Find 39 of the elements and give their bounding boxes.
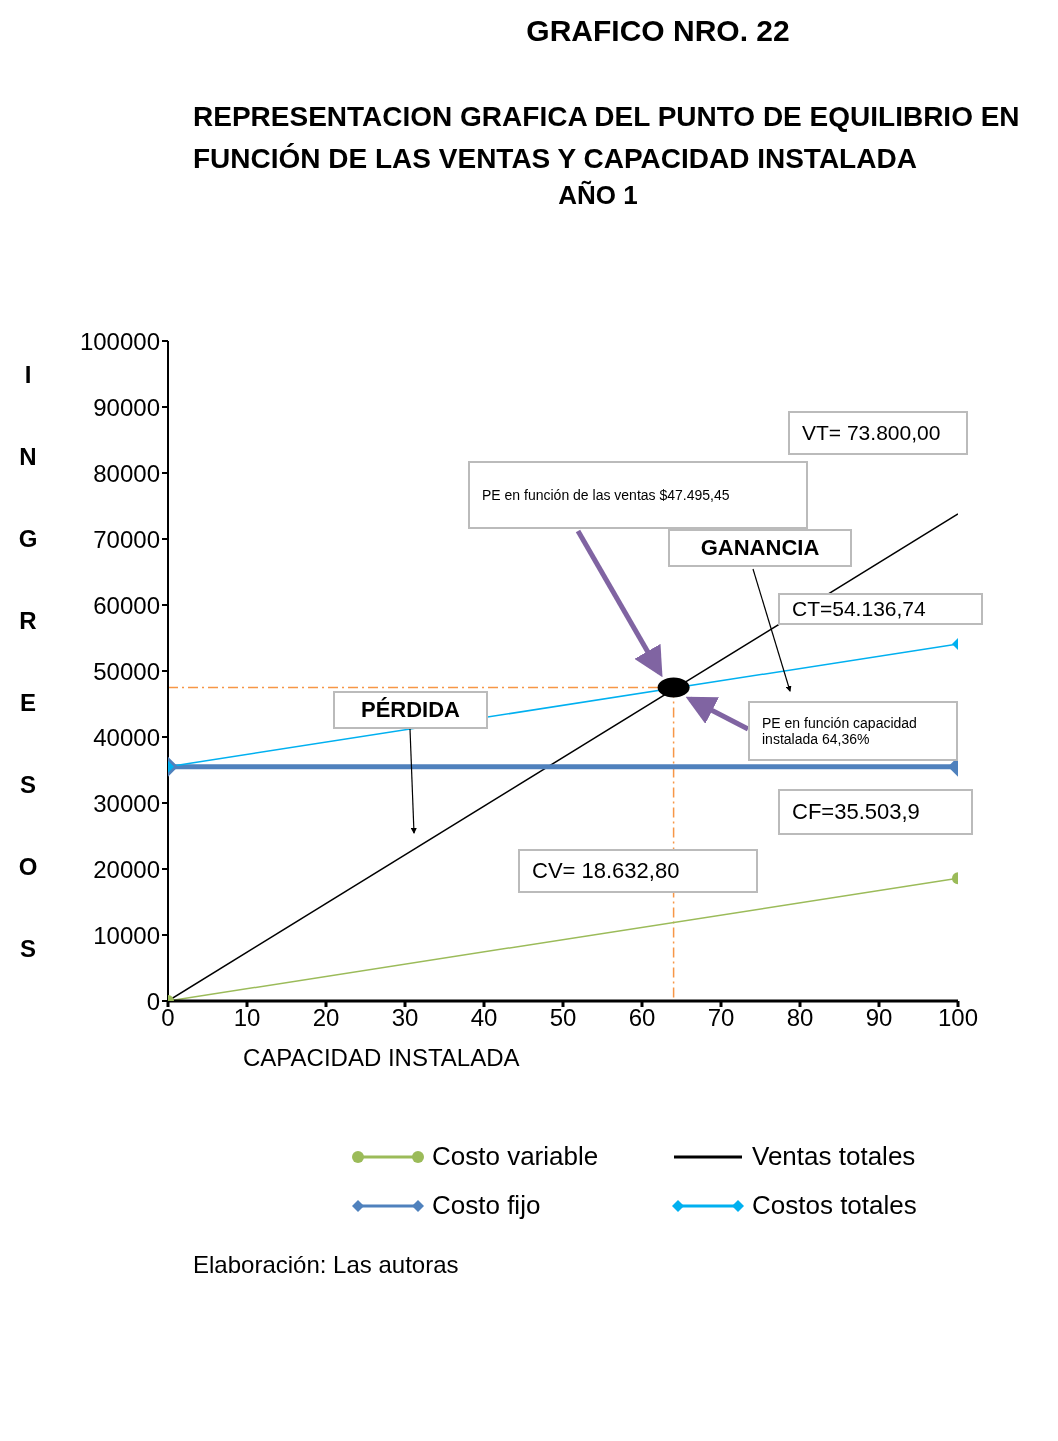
x-tick-label: 100 bbox=[937, 1004, 979, 1032]
label-box: VT= 73.800,00 bbox=[788, 411, 968, 455]
chart-subtitle: REPRESENTACION GRAFICA DEL PUNTO DE EQUILIBRIO EN FUNCIÓN DE LAS VENTAS Y CAPACIDAD INSTALADA bbox=[193, 100, 1021, 176]
label-box: PE en función capacidad instalada 64,36% bbox=[748, 701, 958, 761]
y-tick-label: 30000 bbox=[93, 789, 160, 817]
x-tick-label: 10 bbox=[233, 1004, 261, 1032]
x-tick-label: 40 bbox=[470, 1004, 498, 1032]
y-tick-label: 80000 bbox=[93, 459, 160, 487]
text: INGRESOS bbox=[18, 361, 38, 962]
y-tick-label: 10000 bbox=[93, 921, 160, 949]
y-tick-label: 100000 bbox=[79, 327, 160, 355]
x-tick-label: 70 bbox=[707, 1004, 735, 1032]
x-tick-label: 80 bbox=[786, 1004, 814, 1032]
label-box: PE en función de las ventas $47.495,45 bbox=[468, 461, 808, 529]
y-tick-label: 20000 bbox=[93, 855, 160, 883]
legend-label: Costo variable bbox=[432, 1141, 599, 1172]
y-tick-label: 0 bbox=[146, 987, 160, 1015]
text: Elaboración: Las autoras bbox=[193, 1251, 460, 1279]
y-tick-label: 40000 bbox=[93, 723, 160, 751]
y-tick-label: 90000 bbox=[93, 393, 160, 421]
legend-label: Ventas totales bbox=[752, 1141, 916, 1172]
label-box: CT=54.136,74 bbox=[778, 593, 983, 625]
label-box: CF=35.503,9 bbox=[778, 789, 973, 835]
label-box: PÉRDIDA bbox=[333, 691, 488, 729]
legend-label: Costos totales bbox=[752, 1190, 917, 1221]
x-tick-label: 20 bbox=[312, 1004, 340, 1032]
x-tick-label: 90 bbox=[865, 1004, 893, 1032]
x-tick-label: 60 bbox=[628, 1004, 656, 1032]
label-box: GANANCIA bbox=[668, 529, 852, 567]
x-tick-label: 50 bbox=[549, 1004, 577, 1032]
y-tick-label: 60000 bbox=[93, 591, 160, 619]
label-box: CV= 18.632,80 bbox=[518, 849, 758, 893]
y-tick-label: 50000 bbox=[93, 657, 160, 685]
x-axis-title: CAPACIDAD INSTALADA bbox=[243, 1044, 520, 1071]
chart-title: GRAFICO NRO. 22 bbox=[525, 13, 791, 48]
text: AÑO 1 bbox=[557, 180, 639, 211]
x-tick-label: 30 bbox=[391, 1004, 419, 1032]
y-tick-label: 70000 bbox=[93, 525, 160, 553]
legend-label: Costo fijo bbox=[432, 1190, 541, 1221]
